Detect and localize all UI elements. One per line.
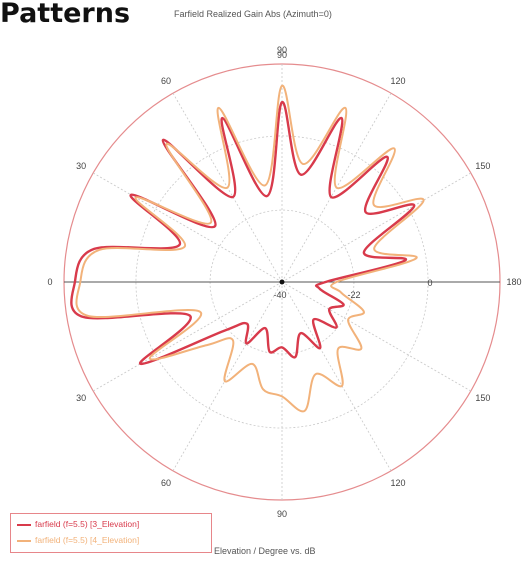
- angle-tick-label: 60: [161, 76, 171, 86]
- legend-label-1: farfield (f=5.5) [3_Elevation]: [35, 519, 140, 529]
- radial-tick-label: 0: [427, 278, 432, 288]
- x-axis-label: Elevation / Degree vs. dB: [214, 546, 316, 556]
- angle-tick-label: 150: [475, 393, 490, 403]
- series-2-line: [75, 84, 425, 413]
- angle-tick-label: 60: [161, 478, 171, 488]
- angle-tick-label: 180: [506, 277, 521, 287]
- radial-tick-label: -22: [347, 290, 360, 300]
- angle-tick-label: 90: [277, 45, 287, 55]
- radial-tick-label: -40: [273, 290, 286, 300]
- angle-tick-label-top: 90: [277, 50, 287, 60]
- grid-spoke: [281, 172, 471, 283]
- angle-tick-label: 120: [390, 478, 405, 488]
- angle-tick-label: 90: [277, 509, 287, 519]
- grid-spoke: [93, 281, 283, 392]
- center-point: [279, 279, 285, 285]
- polar-grid: [63, 63, 501, 501]
- legend-swatch-2: [17, 539, 31, 542]
- angle-tick-label: 30: [76, 393, 86, 403]
- grid-spoke: [281, 281, 392, 471]
- legend-item-series-2: farfield (f=5.5) [4_Elevation]: [17, 535, 139, 545]
- legend: farfield (f=5.5) [3_Elevation] farfield …: [10, 513, 212, 553]
- legend-label-2: farfield (f=5.5) [4_Elevation]: [35, 535, 140, 545]
- angle-tick-label: 30: [76, 161, 86, 171]
- grid-spoke: [93, 172, 283, 283]
- legend-swatch-1: [17, 523, 31, 526]
- chart-title: Farfield Realized Gain Abs (Azimuth=0): [174, 9, 332, 19]
- series-1-line: [70, 100, 416, 366]
- series-layer: [70, 84, 425, 413]
- grid-spoke: [172, 281, 283, 471]
- angle-tick-label: 150: [475, 161, 490, 171]
- grid-spoke: [281, 281, 471, 392]
- legend-item-series-1: farfield (f=5.5) [3_Elevation]: [17, 519, 139, 529]
- tick-labels: 0 30 60 90 120 150 180 150 120 90 60 30 90 -40 -22 0: [47, 45, 521, 519]
- angle-tick-label: 120: [390, 76, 405, 86]
- angle-tick-label: 0: [47, 277, 52, 287]
- page-heading: Patterns: [0, 0, 131, 29]
